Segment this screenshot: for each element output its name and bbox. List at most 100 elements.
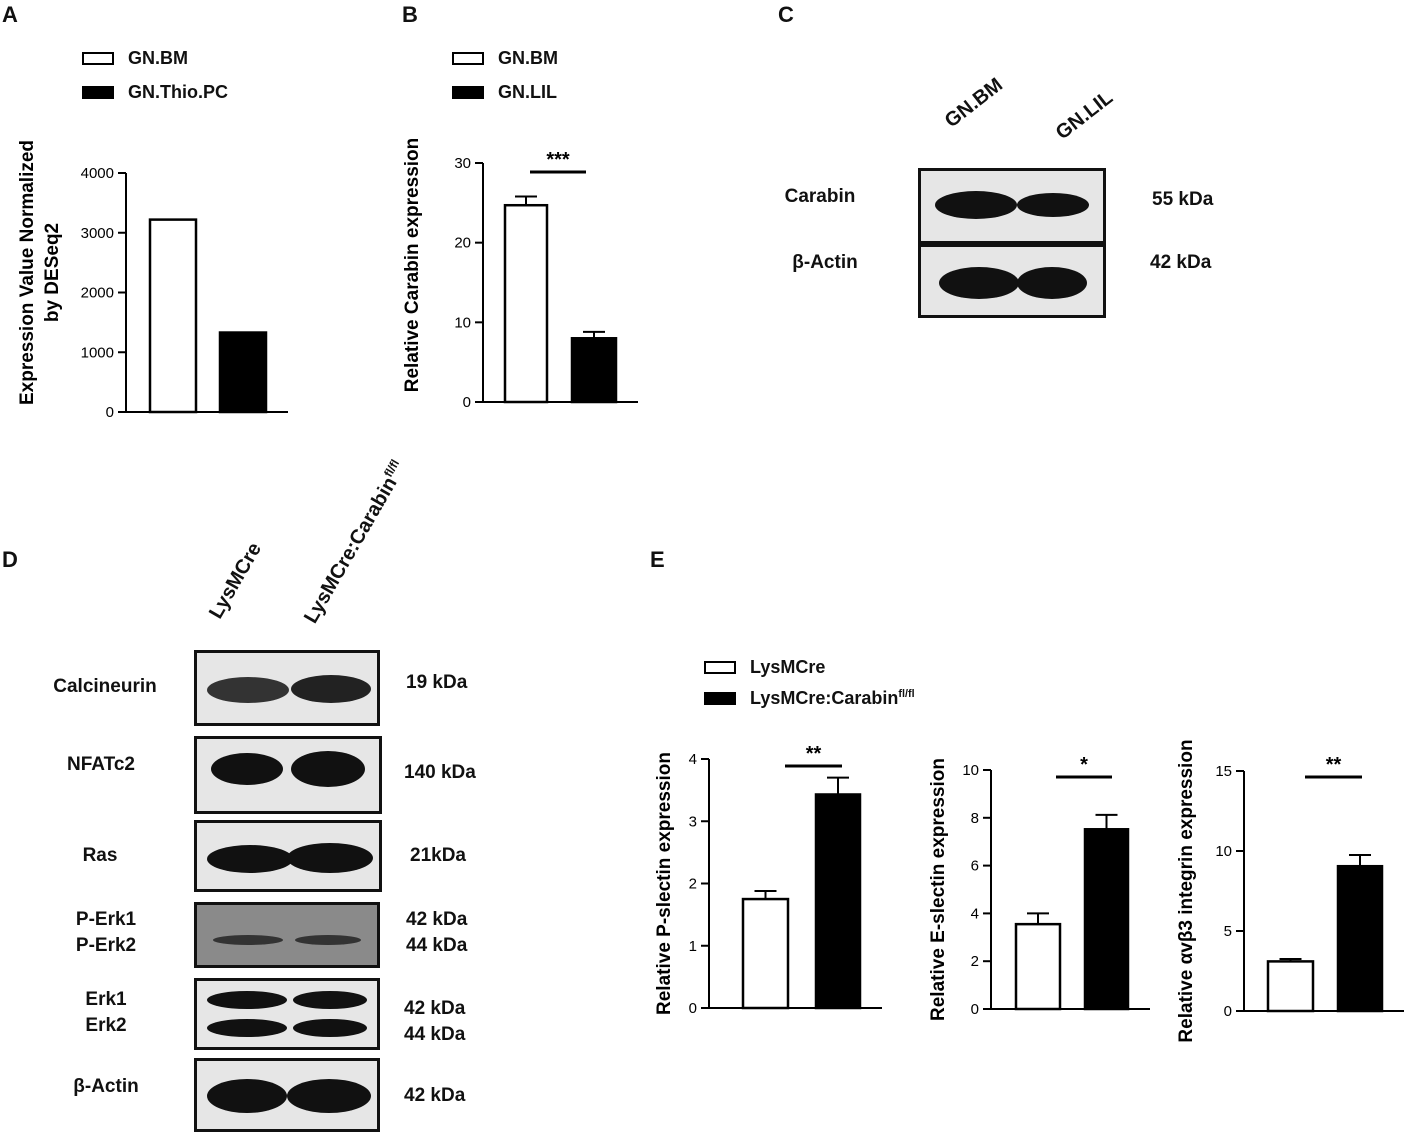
y-tick-label: 6: [971, 858, 979, 875]
significance-label: **: [806, 743, 822, 765]
kda-beta-actin: 42 kDa: [1150, 252, 1212, 273]
band: [207, 677, 289, 703]
y-tick-label: 3000: [81, 225, 114, 242]
y-tick-label: 0: [971, 1001, 979, 1018]
band: [1017, 193, 1089, 217]
bar-gn-bm: [503, 203, 549, 404]
bar-lysmcre: [1266, 960, 1315, 1013]
bar-gn-lil: [570, 337, 618, 404]
bar-lysmcre-carabin-fl-fl: [1336, 864, 1384, 1013]
band: [207, 1019, 287, 1037]
y-tick-label: 0: [689, 1000, 697, 1017]
legend-label: GN.BM: [128, 48, 188, 68]
bar-lysmcre-carabin-fl-fl: [814, 793, 862, 1010]
blot-label-calcineurin: Calcineurin: [53, 676, 157, 697]
band: [287, 843, 373, 873]
blot-p-erk: [194, 902, 380, 968]
legend-label: LysMCre: [750, 657, 826, 677]
kda-ras: 21kDa: [410, 845, 466, 866]
bar-lysmcre: [1014, 922, 1062, 1011]
blot-label-p-erk: P-Erk1 P-Erk2: [75, 909, 137, 956]
kda-nfatc2: 140 kDa: [404, 762, 476, 783]
band: [939, 267, 1019, 299]
y-tick-label: 1: [689, 938, 697, 955]
legend-e-item-1: LysMCre: [704, 657, 825, 678]
legend-a-item-1: GN.BM: [82, 48, 188, 69]
y-axis-label: Relative αvβ3 integrin expression: [1176, 739, 1197, 1042]
y-tick-label: 8: [971, 810, 979, 827]
legend-label: GN.BM: [498, 48, 558, 68]
blot-label-erk: Erk1 Erk2: [85, 989, 127, 1036]
band: [207, 991, 287, 1009]
open-bar-swatch: [452, 52, 484, 65]
y-tick-label: 4: [689, 751, 697, 768]
open-bar-swatch: [704, 661, 736, 674]
y-tick-label: 30: [454, 155, 471, 172]
y-tick-label: 15: [1215, 763, 1232, 780]
blot-ras: [194, 820, 382, 892]
filled-bar-swatch: [82, 86, 114, 99]
y-tick-label: 4: [971, 905, 979, 922]
blot-erk: [194, 978, 380, 1050]
panel-letter-d: D: [2, 547, 18, 572]
kda-carabin: 55 kDa: [1152, 189, 1214, 210]
band: [291, 675, 371, 703]
bar-gn-bm: [148, 218, 198, 414]
legend-label: LysMCre:Carabinfl/fl: [750, 688, 915, 708]
blot-label-carabin: Carabin: [784, 186, 856, 207]
y-axis-label: Relative E-slectin expression: [928, 758, 949, 1021]
legend-a-item-2: GN.Thio.PC: [82, 82, 228, 103]
band: [207, 1079, 287, 1113]
kda-p-erk: 42 kDa 44 kDa: [406, 909, 468, 956]
y-tick-label: 5: [1224, 923, 1232, 940]
y-tick-label: 10: [1215, 843, 1232, 860]
y-tick-label: 3: [689, 813, 697, 830]
panel-letter-c: C: [778, 2, 794, 27]
band: [293, 1019, 367, 1037]
y-tick-label: 0: [1224, 1003, 1232, 1020]
legend-label: GN.Thio.PC: [128, 82, 228, 102]
y-tick-label: 10: [454, 314, 471, 331]
band: [295, 935, 361, 945]
legend-label: GN.LIL: [498, 82, 557, 102]
y-tick-label: 2: [689, 876, 697, 893]
y-axis-label: Expression Value Normalized: [17, 140, 38, 405]
significance-label: ***: [546, 149, 570, 171]
y-tick-label: 0: [106, 404, 114, 421]
y-tick-label: 0: [463, 394, 471, 411]
y-axis-label: by DESeq2: [42, 223, 63, 322]
blot-beta-actin-c: [918, 244, 1106, 318]
legend-b-item-2: GN.LIL: [452, 82, 557, 103]
panel-letter-b: B: [402, 2, 418, 27]
y-axis-label: Relative P-slectin expression: [654, 752, 675, 1015]
blot-carabin: [918, 168, 1106, 244]
band: [207, 845, 293, 873]
blot-label-beta-actin-d: β-Actin: [73, 1076, 139, 1097]
bar-lysmcre-carabin-fl-fl: [1083, 828, 1130, 1011]
band: [935, 191, 1017, 219]
band: [1017, 267, 1087, 299]
band: [287, 1079, 371, 1113]
y-tick-label: 4000: [81, 165, 114, 182]
blot-label-nfatc2: NFATc2: [67, 754, 135, 775]
band: [291, 751, 365, 787]
kda-calcineurin: 19 kDa: [406, 672, 468, 693]
blot-calcineurin: [194, 650, 380, 726]
filled-bar-swatch: [704, 692, 736, 705]
kda-beta-actin-d: 42 kDa: [404, 1085, 466, 1106]
blot-label-ras: Ras: [82, 845, 118, 866]
y-axis-label: Relative Carabin expression: [402, 138, 423, 393]
panel-letter-a: A: [2, 2, 18, 27]
band: [293, 991, 367, 1009]
bar-lysmcre: [741, 897, 790, 1010]
panel-letter-e: E: [650, 547, 665, 572]
y-tick-label: 1000: [81, 344, 114, 361]
filled-bar-swatch: [452, 86, 484, 99]
blot-nfatc2: [194, 736, 382, 814]
y-tick-label: 2: [971, 953, 979, 970]
blot-label-beta-actin: β-Actin: [792, 252, 858, 273]
y-tick-label: 2000: [81, 285, 114, 302]
y-tick-label: 10: [962, 762, 979, 779]
bar-gn-thio-pc: [218, 331, 268, 414]
